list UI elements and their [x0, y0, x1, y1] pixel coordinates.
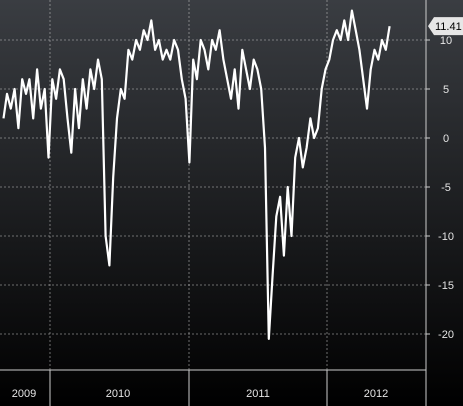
y-tick-label: 0	[443, 133, 449, 145]
y-tick-label: -15	[438, 280, 454, 292]
series-line	[2, 9, 391, 340]
x-tick-label: 2009	[12, 388, 36, 400]
x-tick-label: 2010	[106, 388, 130, 400]
y-tick-label: -10	[438, 231, 454, 243]
y-tick-label: 10	[440, 35, 452, 47]
y-axis-ticks: 10 5 0 -5 -10 -15 -20	[426, 35, 454, 341]
x-axis-ticks: 2009 2010 2011 2012	[12, 370, 388, 406]
y-tick-label: 5	[443, 84, 449, 96]
last-value-callout-shape	[428, 17, 463, 36]
axes	[0, 0, 427, 406]
last-value-callout: 11.41	[428, 17, 463, 36]
y-tick-label: -20	[438, 329, 454, 341]
series	[2, 9, 391, 340]
x-tick-label: 2011	[246, 388, 270, 400]
y-tick-label: -5	[441, 182, 451, 194]
x-tick-label: 2012	[364, 388, 388, 400]
last-value-label: 11.41	[435, 21, 462, 33]
